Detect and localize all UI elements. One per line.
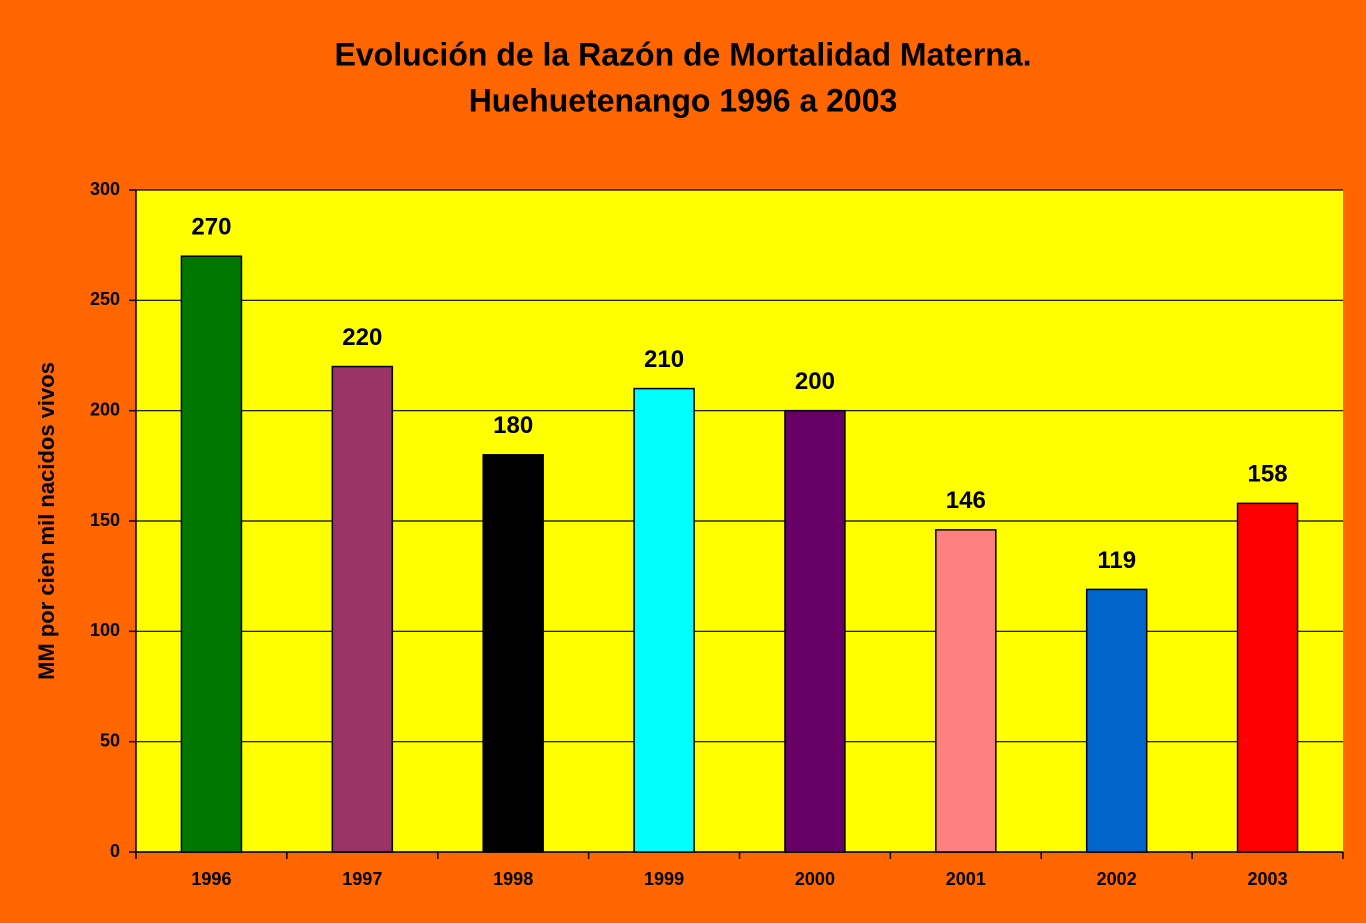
data-label: 200 xyxy=(795,368,835,395)
data-label: 146 xyxy=(946,487,986,514)
bar xyxy=(784,409,846,853)
bar xyxy=(331,365,394,853)
bar xyxy=(633,387,695,853)
x-tick-label: 2002 xyxy=(1097,869,1137,889)
y-tick-label: 200 xyxy=(90,399,120,419)
bar xyxy=(482,454,544,853)
bar xyxy=(935,529,997,853)
data-label: 119 xyxy=(1097,547,1136,574)
x-tick-label: 2003 xyxy=(1248,869,1288,889)
y-axis-label: MM por cien mil nacidos vivos xyxy=(34,362,59,680)
data-label: 158 xyxy=(1248,461,1288,488)
x-tick-label: 2001 xyxy=(946,869,986,889)
y-tick-label: 100 xyxy=(90,620,120,640)
y-tick-label: 300 xyxy=(90,179,120,199)
chart-title: Evolución de la Razón de Mortalidad Mate… xyxy=(335,36,1032,72)
chart-title: Huehuetenango 1996 a 2003 xyxy=(469,82,898,118)
x-tick-label: 1996 xyxy=(191,869,231,889)
x-tick-label: 1997 xyxy=(342,869,382,889)
data-label: 180 xyxy=(493,412,533,439)
bar xyxy=(1085,588,1148,853)
x-tick-label: 2000 xyxy=(795,869,835,889)
data-label: 220 xyxy=(342,324,382,351)
y-tick-label: 0 xyxy=(110,841,120,861)
y-tick-label: 250 xyxy=(90,289,120,309)
data-label: 270 xyxy=(191,214,231,241)
x-tick-label: 1998 xyxy=(493,869,533,889)
bar xyxy=(180,255,243,853)
x-tick-label: 1999 xyxy=(644,869,684,889)
y-tick-label: 150 xyxy=(90,510,120,530)
bar xyxy=(1236,502,1299,853)
y-tick-label: 50 xyxy=(100,730,120,750)
data-label: 210 xyxy=(644,346,684,373)
